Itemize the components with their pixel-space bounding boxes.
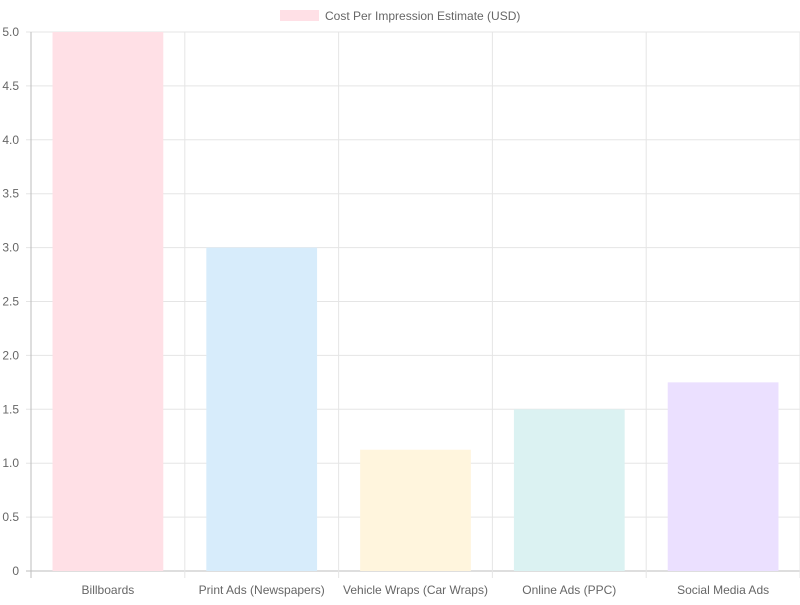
y-tick-label: 0.5: [2, 510, 19, 524]
y-tick-label: 4.5: [2, 79, 19, 93]
bar: [206, 247, 318, 571]
legend[interactable]: Cost Per Impression Estimate (USD): [280, 9, 520, 23]
x-tick-label: Social Media Ads: [677, 583, 769, 597]
bar: [513, 409, 625, 571]
y-tick-label: 2.0: [2, 348, 19, 362]
y-tick-label: 0: [12, 564, 19, 578]
y-tick-label: 4.0: [2, 133, 19, 147]
y-tick-label: 2.5: [2, 295, 19, 309]
bar: [667, 382, 779, 571]
x-tick-label: Billboards: [82, 583, 135, 597]
legend-label: Cost Per Impression Estimate (USD): [325, 9, 520, 23]
y-tick-label: 5.0: [2, 25, 19, 39]
bar: [360, 449, 471, 571]
bar: [52, 32, 164, 571]
bars-layer: [52, 32, 779, 571]
legend-swatch: [280, 10, 319, 21]
axis-layer: 0 0.5 1.0 1.5 2.0 2.5 3.0 3.5 4.0 4.5 5.0 Billboard…: [2, 25, 769, 597]
x-tick-label: Online Ads (PPC): [522, 583, 616, 597]
y-tick-label: 3.5: [2, 187, 19, 201]
y-tick-label: 1.5: [2, 402, 19, 416]
y-tick-label: 1.0: [2, 456, 19, 470]
x-tick-label: Vehicle Wraps (Car Wraps): [343, 583, 488, 597]
x-tick-label: Print Ads (Newspapers): [199, 583, 325, 597]
y-tick-label: 3.0: [2, 241, 19, 255]
